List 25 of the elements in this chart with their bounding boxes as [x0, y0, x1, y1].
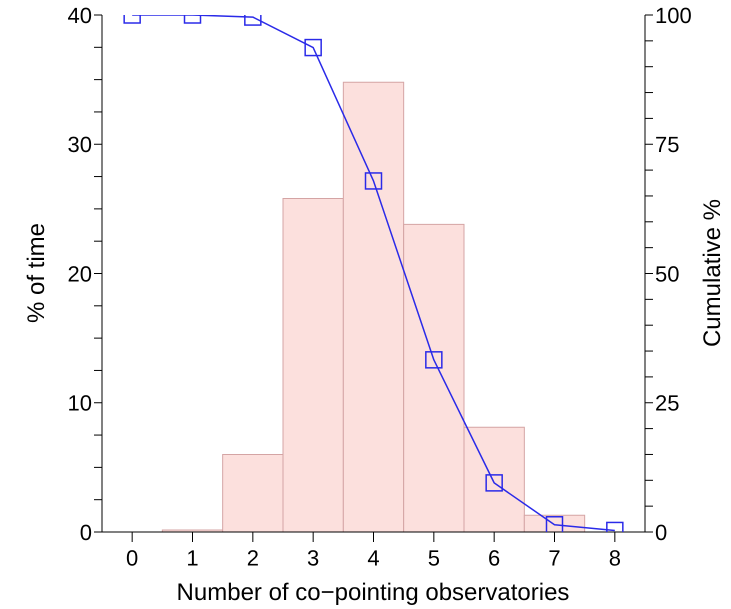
x-tick-label: 6 — [488, 546, 500, 571]
y2-tick-label: 25 — [655, 390, 680, 416]
y-tick-label: 20 — [68, 261, 92, 286]
y2-tick-label: 100 — [655, 2, 692, 28]
x-tick-label: 3 — [307, 546, 320, 571]
point — [546, 516, 564, 532]
x-tick-label: 4 — [367, 546, 380, 571]
point — [485, 474, 503, 492]
y-tick-label: 30 — [68, 132, 92, 158]
x-axis-title: Number of co−pointing observatories — [176, 579, 570, 606]
x-tick-label: 2 — [246, 546, 259, 571]
x-tick-label: 1 — [186, 546, 199, 571]
y2-tick-label: 75 — [655, 132, 680, 158]
y-axis-title: % of time — [23, 222, 50, 324]
y2-tick-label: 0 — [655, 520, 668, 545]
y2-tick-label: 50 — [655, 261, 680, 286]
x-tick-label: 0 — [126, 546, 138, 571]
y-tick-label: 0 — [80, 520, 92, 545]
y-tick-label: 10 — [68, 390, 92, 416]
x-tick-label: 7 — [548, 546, 561, 571]
x-tick-label: 5 — [428, 546, 440, 571]
y-tick-label: 40 — [68, 2, 92, 28]
y2-axis-title: Cumulative % — [699, 198, 726, 348]
point — [425, 351, 443, 369]
x-tick-label: 8 — [608, 546, 621, 571]
